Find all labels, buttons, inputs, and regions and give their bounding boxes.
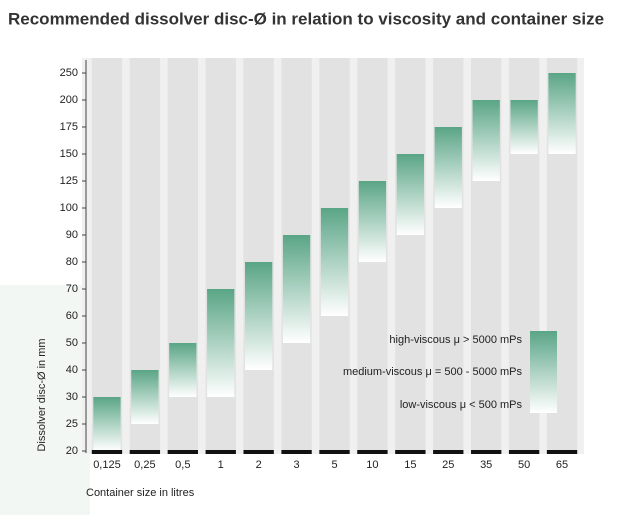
y-tick-label: 200 — [60, 94, 78, 106]
bar — [169, 343, 197, 397]
column-band — [395, 58, 426, 451]
y-tick-label: 100 — [60, 202, 78, 214]
y-tick-label: 80 — [66, 256, 78, 268]
y-tick-label: 150 — [60, 148, 78, 160]
x-tick-label: 0,5 — [175, 459, 190, 471]
x-tick-label: 5 — [331, 459, 337, 471]
bar — [434, 127, 462, 208]
column-band — [433, 58, 464, 451]
bar — [358, 181, 387, 262]
x-tick-mark — [546, 450, 578, 454]
bar — [245, 262, 273, 370]
bar — [93, 397, 121, 451]
legend-swatch — [530, 331, 557, 413]
column-band — [91, 58, 123, 451]
column-band — [243, 58, 274, 451]
y-axis-label: Dissolver disc-Ø in mm — [36, 338, 48, 451]
x-tick-mark — [433, 450, 464, 454]
x-tick-label: 15 — [404, 459, 416, 471]
y-tick-label: 25 — [66, 418, 78, 430]
x-tick-mark — [243, 450, 274, 454]
backdrop — [0, 285, 90, 515]
x-tick-label: 50 — [518, 459, 530, 471]
x-axis-label: Container size in litres — [86, 487, 195, 499]
x-tick-label: 35 — [480, 459, 492, 471]
x-tick-label: 65 — [556, 459, 568, 471]
x-tick-mark — [508, 450, 540, 454]
y-tick-label: 60 — [66, 310, 78, 322]
x-tick-label: 10 — [366, 459, 378, 471]
x-tick-mark — [281, 450, 312, 454]
legend-label: high-viscous μ > 5000 mPs — [389, 334, 522, 346]
bar — [282, 235, 311, 343]
y-tick-label: 20 — [66, 445, 78, 457]
x-tick-mark — [91, 450, 123, 454]
y-tick-label: 50 — [66, 337, 78, 349]
y-tick-label: 70 — [66, 283, 78, 295]
bar — [396, 154, 424, 235]
bar — [207, 289, 235, 397]
bar — [510, 100, 538, 154]
bar — [548, 73, 576, 154]
x-tick-label: 25 — [442, 459, 454, 471]
x-tick-label: 0,125 — [93, 459, 121, 471]
x-tick-label: 3 — [294, 459, 300, 471]
bar — [131, 370, 159, 424]
x-tick-mark — [471, 450, 502, 454]
x-tick-label: 0,25 — [134, 459, 155, 471]
x-tick-label: 2 — [256, 459, 262, 471]
y-tick-label: 250 — [60, 67, 78, 79]
y-tick-label: 125 — [60, 175, 78, 187]
x-tick-mark — [129, 450, 161, 454]
x-tick-label: 1 — [218, 459, 224, 471]
x-tick-mark — [319, 450, 350, 454]
chart-title: Recommended dissolver disc-Ø in relation… — [8, 9, 604, 28]
y-tick-label: 40 — [66, 364, 78, 376]
bar — [320, 208, 349, 316]
x-tick-mark — [167, 450, 198, 454]
y-tick-label: 30 — [66, 391, 78, 403]
x-tick-mark — [395, 450, 426, 454]
x-tick-mark — [205, 450, 236, 454]
bar — [472, 100, 500, 181]
y-tick-label: 175 — [60, 121, 78, 133]
x-tick-mark — [357, 450, 388, 454]
y-tick-label: 90 — [66, 229, 78, 241]
legend-label: low-viscous μ < 500 mPs — [400, 399, 523, 411]
legend-label: medium-viscous μ = 500 - 5000 mPs — [343, 366, 523, 378]
